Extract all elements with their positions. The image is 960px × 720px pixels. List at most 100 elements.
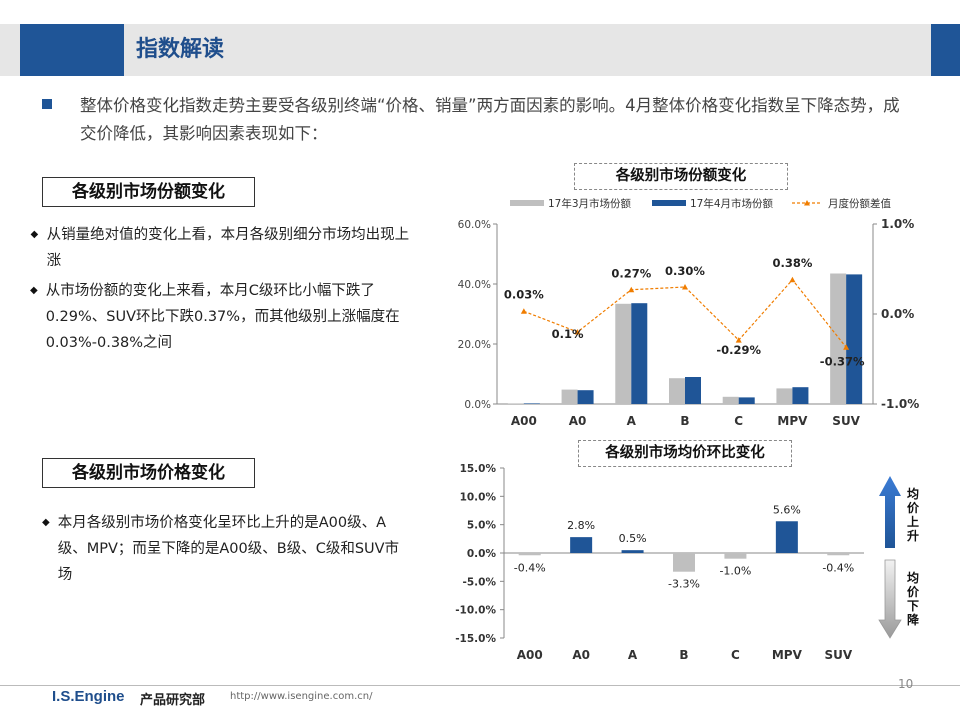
list-item: ◆ 本月各级别市场价格变化呈环比上升的是A00级、A级、MPV；而呈下降的是A0… [42,510,412,588]
legend-label: 17年3月市场份额 [548,197,632,210]
intro-text: 整体价格变化指数走势主要受各级别终端“价格、销量”两方面因素的影响。4月整体价格… [80,96,900,143]
category-label: SUV [824,648,852,662]
bar-april [577,390,594,404]
arrow-label-char: 降 [907,612,920,627]
website-link[interactable]: http://www.isengine.com.cn/ [230,691,373,702]
share-chart-bars [507,273,863,404]
share-chart-line [520,276,850,350]
price-chart-bars [518,521,850,572]
category-label: C [734,414,743,428]
y-tick-label: 15.0% [460,463,497,475]
y-tick-label: 10.0% [460,491,497,503]
share-diff-point [843,344,850,350]
left-tick-label: 60.0% [458,219,491,231]
price-bar [621,550,644,553]
right-tick-label: 1.0% [881,217,914,231]
header-bar [0,24,960,76]
category-label: SUV [832,414,860,428]
price-chart-title: 各级别市场均价环比变化 [578,440,792,467]
price-bar [775,521,798,553]
share-chart-legend: 17年3月市场份额 17年4月市场份额 月度份额差值 [510,197,891,210]
share-diff-point [628,286,635,293]
share-chart-labels: 0.03% 0.1% 0.27% 0.30% -0.29% 0.38% -0.37% [504,256,865,368]
price-bar-label: -1.0% [719,565,751,578]
right-tick-label: -1.0% [881,397,919,411]
legend-swatch [510,200,544,206]
share-diff-label: 0.27% [611,267,651,281]
category-label: B [679,648,688,662]
category-label: A00 [511,414,537,428]
share-diff-point [735,337,742,343]
left-tick-label: 40.0% [458,279,491,291]
price-bar [673,553,695,572]
header-accent-left [20,24,124,76]
arrow-label-char: 上 [907,514,919,529]
arrow-label-char: 价 [907,501,920,515]
share-diff-label: -0.37% [820,354,865,368]
left-tick-label: 20.0% [458,339,491,351]
brand-logo: I.S.Engine [52,688,125,705]
arrow-label-char: 均 [907,570,919,585]
share-diff-point [682,284,688,290]
price-bar [827,553,850,556]
share-chart: 17年3月市场份额 17年4月市场份额 月度份额差值 0.0% 20.0% 40.0% 6… [458,197,920,428]
share-chart-axes: 0.0% 20.0% 40.0% 60.0% -1.0% 0.0% 1.0% A00 A0 A B C… [458,217,920,428]
arrow-label-char: 均 [907,486,919,501]
price-chart-axes: -15.0%-10.0%-5.0%0.0%5.0%10.0%15.0%A00 A0… [455,463,864,662]
category-label: A0 [572,648,590,662]
share-diff-point [520,308,527,314]
bar-april [631,303,648,404]
price-chart: -15.0%-10.0%-5.0%0.0%5.0%10.0%15.0%A00 A0… [455,463,864,662]
category-label: A00 [517,648,543,662]
arrow-label-char: 升 [907,528,919,543]
bar-april [738,397,755,404]
category-label: C [731,648,740,662]
share-diff-label: 0.38% [772,256,812,270]
price-bar-label: 0.5% [619,532,647,545]
footer-divider [0,685,960,686]
category-label: A [628,648,638,662]
share-diff-point [574,329,581,335]
y-tick-label: -15.0% [455,633,496,645]
price-bar-label: -3.3% [668,578,700,591]
y-tick-label: -10.0% [455,605,496,617]
bar-march [561,389,578,404]
legend-marker [804,200,810,206]
price-bar [518,553,541,556]
legend-label: 17年4月市场份额 [690,197,774,210]
category-label: A [627,414,637,428]
share-diff-label: 0.30% [665,264,705,278]
section-price-bullets: ◆ 本月各级别市场价格变化呈环比上升的是A00级、A级、MPV；而呈下降的是A0… [42,510,412,588]
bar-april [523,403,540,404]
bar-march [776,388,793,404]
share-diff-point [789,276,796,283]
legend-label: 月度份额差值 [828,197,891,210]
price-bar [724,553,747,559]
share-diff-label: -0.29% [716,343,761,357]
share-diff-label: 0.1% [552,327,584,341]
bar-april [792,387,809,404]
arrow-down-icon [878,559,902,639]
price-bar-label: -0.4% [822,561,854,574]
bar-march [830,273,847,404]
category-label: MPV [777,414,808,428]
page-number: 10 [898,677,914,691]
arrow-up-icon [879,476,901,548]
bar-april [846,274,863,404]
diamond-bullet-icon: ◆ [30,285,38,296]
category-label: B [680,414,689,428]
price-chart-labels: -0.4% 2.8% 0.5% -3.3% -1.0% 5.6% -0.4% [514,503,854,590]
bar-april [685,377,701,404]
square-bullet-icon [42,99,52,109]
list-item: ◆ 从销量绝对值的变化上看，本月各级别细分市场均出现上涨 [30,222,410,274]
share-chart-title: 各级别市场份额变化 [574,163,788,190]
bar-march [507,403,524,404]
bar-march [615,303,632,404]
section-price-title: 各级别市场价格变化 [42,458,255,488]
price-bar-label: -0.4% [514,561,546,574]
price-bar-label: 2.8% [567,519,595,532]
diamond-bullet-icon: ◆ [30,229,39,240]
